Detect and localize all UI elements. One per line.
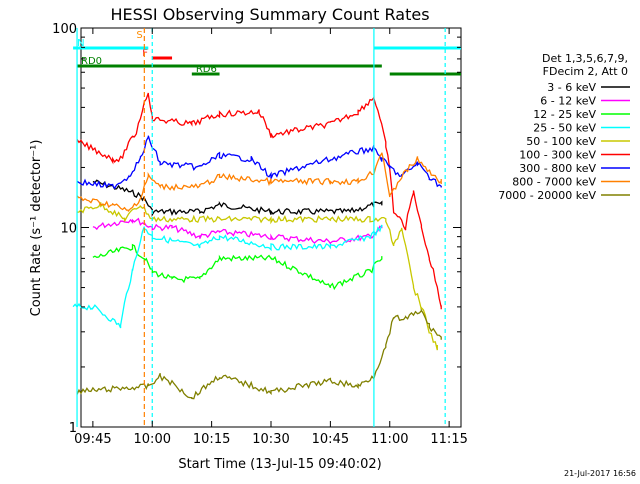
legend-label: 800 - 7000 keV [512,176,596,189]
x-axis: 09:45 10:00 10:15 10:30 10:45 11:00 11:15 [74,28,468,447]
series-line-3 [72,224,383,329]
legend-header: FDecim 2, Att 0 [543,65,628,78]
legend-label: 12 - 25 keV [533,108,596,121]
x-tick-label: 11:00 [371,432,408,447]
series-line-2 [92,243,383,291]
series-line-7 [76,152,442,213]
legend-label: 3 - 6 keV [547,81,596,94]
legend-label: 50 - 100 keV [526,135,596,148]
series-line-6 [76,135,442,190]
series-line-8 [76,308,442,400]
legend-label: 7000 - 20000 keV [498,189,596,202]
x-tick-label: 10:15 [193,432,230,447]
flag-label-f: F [142,48,148,59]
series-line-0 [92,179,383,217]
series-line-4 [76,202,438,351]
legend: Det 1,3,5,6,7,9,FDecim 2, Att 0 3 - 6 keV… [498,52,630,202]
y-axis: 1 10 100 [52,22,461,436]
x-tick-label: 11:15 [430,432,467,447]
x-tick-label: 09:45 [74,432,111,447]
flag-label-n: N [77,38,84,49]
legend-label: 300 - 800 keV [519,162,596,175]
legend-label: 6 - 12 keV [540,95,596,108]
flag-label-rd0: RD0 [81,56,102,67]
y-tick-label: 1 [69,421,77,436]
x-axis-label: Start Time (13-Jul-15 09:40:02) [178,457,381,472]
x-tick-label: 10:30 [252,432,289,447]
flag-label-s: S [136,30,142,41]
series-line-5 [76,92,442,310]
legend-label: 100 - 300 keV [519,149,596,162]
legend-label: 25 - 50 keV [533,122,596,135]
footer-date: 21-Jul-2017 16:56 [564,469,636,478]
plot-area: SF N RD0 RD6 [72,27,462,428]
x-tick-label: 10:00 [134,432,171,447]
flag-label-rd6: RD6 [196,64,217,75]
y-tick-label: 100 [52,22,77,37]
series-line-1 [92,217,383,246]
x-tick-label: 10:45 [312,432,349,447]
legend-header: Det 1,3,5,6,7,9, [542,52,628,65]
y-axis-label: Count Rate (s⁻¹ detector⁻¹) [29,140,44,317]
chart-title: HESSI Observing Summary Count Rates [110,5,429,24]
y-tick-label: 10 [60,222,77,237]
